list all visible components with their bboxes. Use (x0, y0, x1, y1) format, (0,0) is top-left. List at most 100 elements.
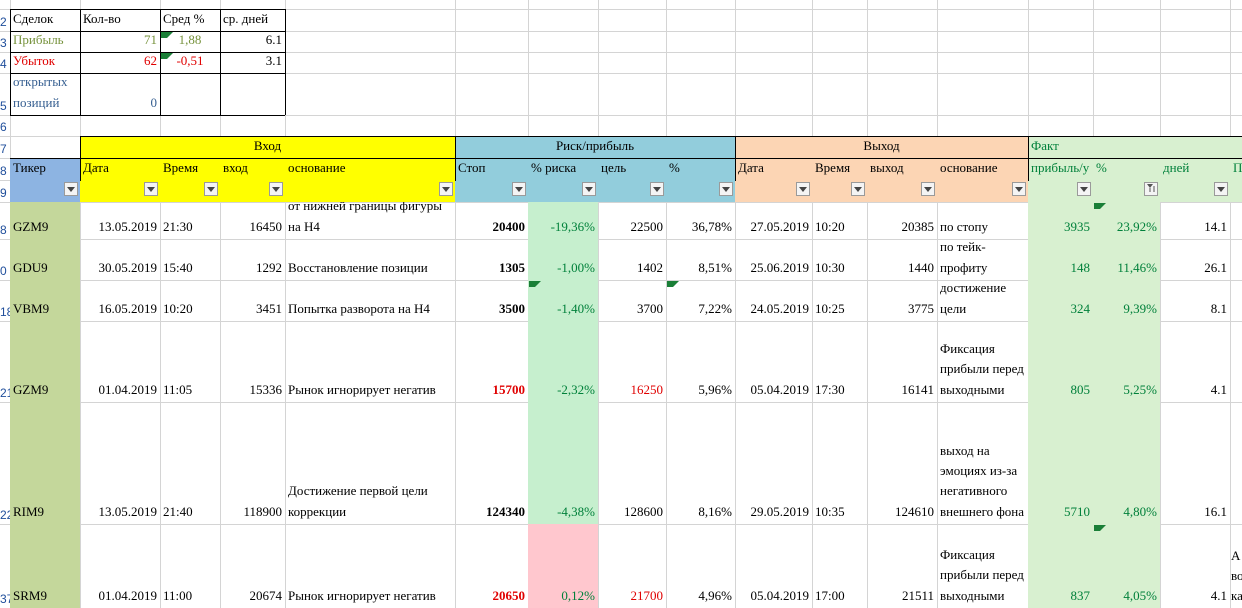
trade-cell-days[interactable]: 4.1 (1210, 588, 1227, 603)
row-header[interactable]: 3 (0, 36, 7, 50)
trade-cell-ticker[interactable]: GZM9 (13, 382, 49, 397)
trade-cell-days[interactable]: 14.1 (1204, 219, 1227, 234)
column-header-entry[interactable]: вход (223, 160, 248, 175)
trade-cell-reason[interactable]: Рынок игнорирует негатив (288, 381, 436, 397)
filter-dropdown-button[interactable] (512, 182, 526, 196)
trade-cell-date[interactable]: 30.05.2019 (98, 260, 158, 275)
trade-cell-risk[interactable]: 0,12% (561, 588, 595, 603)
trade-cell-date[interactable]: 16.05.2019 (98, 301, 158, 316)
column-header-exit-time[interactable]: Время (815, 160, 851, 175)
trade-cell-extra[interactable]: А во ка (1231, 548, 1242, 603)
trade-cell-risk[interactable]: -1,00% (557, 260, 595, 275)
trade-cell-target[interactable]: 128600 (624, 504, 663, 519)
row-header[interactable]: 6 (0, 120, 7, 134)
trade-cell-stop[interactable]: 3500 (499, 301, 525, 316)
trade-cell-fact-pct[interactable]: 4,05% (1123, 588, 1157, 603)
trade-cell-fact-pct[interactable]: 4,80% (1123, 504, 1157, 519)
trade-cell-stop[interactable]: 124340 (486, 504, 525, 519)
trade-cell-time[interactable]: 21:30 (163, 219, 193, 234)
trade-cell-exit-date[interactable]: 24.05.2019 (750, 301, 810, 316)
trade-cell-exit-reason[interactable]: по тейк-профиту (940, 239, 988, 275)
trade-cell-exit-time[interactable]: 10:35 (815, 504, 845, 519)
column-header-date[interactable]: Дата (83, 160, 109, 175)
trade-cell-stop[interactable]: 20400 (492, 219, 526, 234)
filter-dropdown-button[interactable] (582, 182, 596, 196)
row-header[interactable]: 4 (0, 57, 7, 71)
filter-dropdown-button[interactable] (851, 182, 865, 196)
trade-cell-entry[interactable]: 1292 (256, 260, 282, 275)
trade-cell-risk[interactable]: -2,32% (557, 382, 595, 397)
trade-cell-ticker[interactable]: GDU9 (13, 260, 48, 275)
trade-cell-risk[interactable]: -1,40% (557, 301, 595, 316)
column-header-exit-date[interactable]: Дата (738, 160, 764, 175)
trade-cell-profit[interactable]: 837 (1070, 588, 1091, 603)
trade-cell-exit-reason[interactable]: Фиксация прибыли перед выходными (940, 341, 1024, 397)
trade-cell-profit[interactable]: 5710 (1064, 504, 1090, 519)
trade-cell-exit[interactable]: 1440 (908, 260, 934, 275)
trade-cell-profit[interactable]: 324 (1070, 301, 1091, 316)
trade-cell-days[interactable]: 16.1 (1204, 504, 1227, 519)
row-header[interactable]: 5 (0, 99, 7, 113)
trade-cell-stop[interactable]: 15700 (492, 382, 526, 397)
row-header[interactable]: 9 (0, 186, 7, 200)
filter-dropdown-button[interactable] (439, 182, 453, 196)
trade-cell-exit-reason[interactable]: достижение цели (940, 280, 1007, 316)
filter-dropdown-button[interactable] (719, 182, 733, 196)
trade-cell-exit-time[interactable]: 17:30 (815, 382, 845, 397)
row-header[interactable]: 8 (0, 223, 7, 237)
trade-cell-date[interactable]: 01.04.2019 (98, 588, 158, 603)
trade-cell-entry[interactable]: 20674 (249, 588, 283, 603)
trade-cell-ticker[interactable]: SRM9 (13, 588, 47, 603)
trade-cell-pct[interactable]: 5,96% (698, 382, 732, 397)
row-header[interactable]: 2 (0, 15, 7, 29)
trade-cell-time[interactable]: 11:00 (163, 588, 193, 603)
trade-cell-reason[interactable]: Достижение первой цели коррекции (288, 483, 428, 519)
filter-dropdown-button[interactable] (650, 182, 664, 196)
trade-cell-exit-date[interactable]: 05.04.2019 (750, 588, 810, 603)
trade-cell-time[interactable]: 11:05 (163, 382, 193, 397)
trade-cell-target[interactable]: 22500 (630, 219, 664, 234)
filter-dropdown-button[interactable] (269, 182, 283, 196)
trade-cell-profit[interactable]: 148 (1070, 260, 1091, 275)
column-header-days[interactable]: дней (1163, 160, 1190, 175)
row-header[interactable]: 37 (0, 592, 10, 606)
trade-cell-stop[interactable]: 20650 (492, 588, 526, 603)
filter-dropdown-button[interactable] (1012, 182, 1026, 196)
column-header-fact-pct[interactable]: % (1096, 160, 1107, 175)
column-header-profit[interactable]: прибыль/у (1031, 160, 1090, 175)
trade-cell-exit-time[interactable]: 17:00 (815, 588, 845, 603)
trade-cell-fact-pct[interactable]: 5,25% (1123, 382, 1157, 397)
trade-cell-extra[interactable] (1230, 402, 1242, 524)
filter-dropdown-button[interactable] (204, 182, 218, 196)
trade-cell-pct[interactable]: 8,16% (698, 504, 732, 519)
trade-cell-exit-time[interactable]: 10:30 (815, 260, 845, 275)
trade-cell-date[interactable]: 13.05.2019 (98, 504, 158, 519)
trade-cell-ticker[interactable]: RIM9 (13, 504, 45, 519)
trade-cell-time[interactable]: 10:20 (163, 301, 193, 316)
trade-cell-fact-pct[interactable]: 23,92% (1116, 219, 1157, 234)
trade-cell-exit-date[interactable]: 05.04.2019 (750, 382, 810, 397)
trade-cell-risk[interactable]: -19,36% (550, 219, 595, 234)
trade-cell-entry[interactable]: 118900 (243, 504, 282, 519)
trade-cell-reason[interactable]: Восстановление позиции (288, 259, 428, 275)
trade-cell-days[interactable]: 8.1 (1210, 301, 1227, 316)
trade-cell-exit-date[interactable]: 25.06.2019 (750, 260, 810, 275)
row-header[interactable]: 0 (0, 264, 7, 278)
trade-cell-exit[interactable]: 21511 (901, 588, 934, 603)
trade-cell-fact-pct[interactable]: 9,39% (1123, 301, 1157, 316)
filter-dropdown-button[interactable] (64, 182, 78, 196)
trade-cell-pct[interactable]: 36,78% (691, 219, 732, 234)
trade-cell-reason[interactable]: Попытка разворота на Н4 (288, 300, 430, 316)
column-header-ticker[interactable]: Тикер (13, 160, 46, 175)
trade-cell-exit[interactable]: 20385 (901, 219, 935, 234)
trade-cell-reason[interactable]: Рынок игнорирует негатив (288, 587, 436, 603)
trade-cell-profit[interactable]: 3935 (1064, 219, 1090, 234)
row-header[interactable]: 22 (0, 508, 10, 522)
trade-cell-time[interactable]: 21:40 (163, 504, 193, 519)
filter-dropdown-button[interactable] (796, 182, 810, 196)
trade-cell-target[interactable]: 16250 (630, 382, 664, 397)
trade-cell-exit-time[interactable]: 10:20 (815, 219, 845, 234)
trade-cell-days[interactable]: 4.1 (1210, 382, 1227, 397)
trade-cell-extra[interactable] (1230, 280, 1242, 321)
trade-cell-entry[interactable]: 15336 (249, 382, 283, 397)
